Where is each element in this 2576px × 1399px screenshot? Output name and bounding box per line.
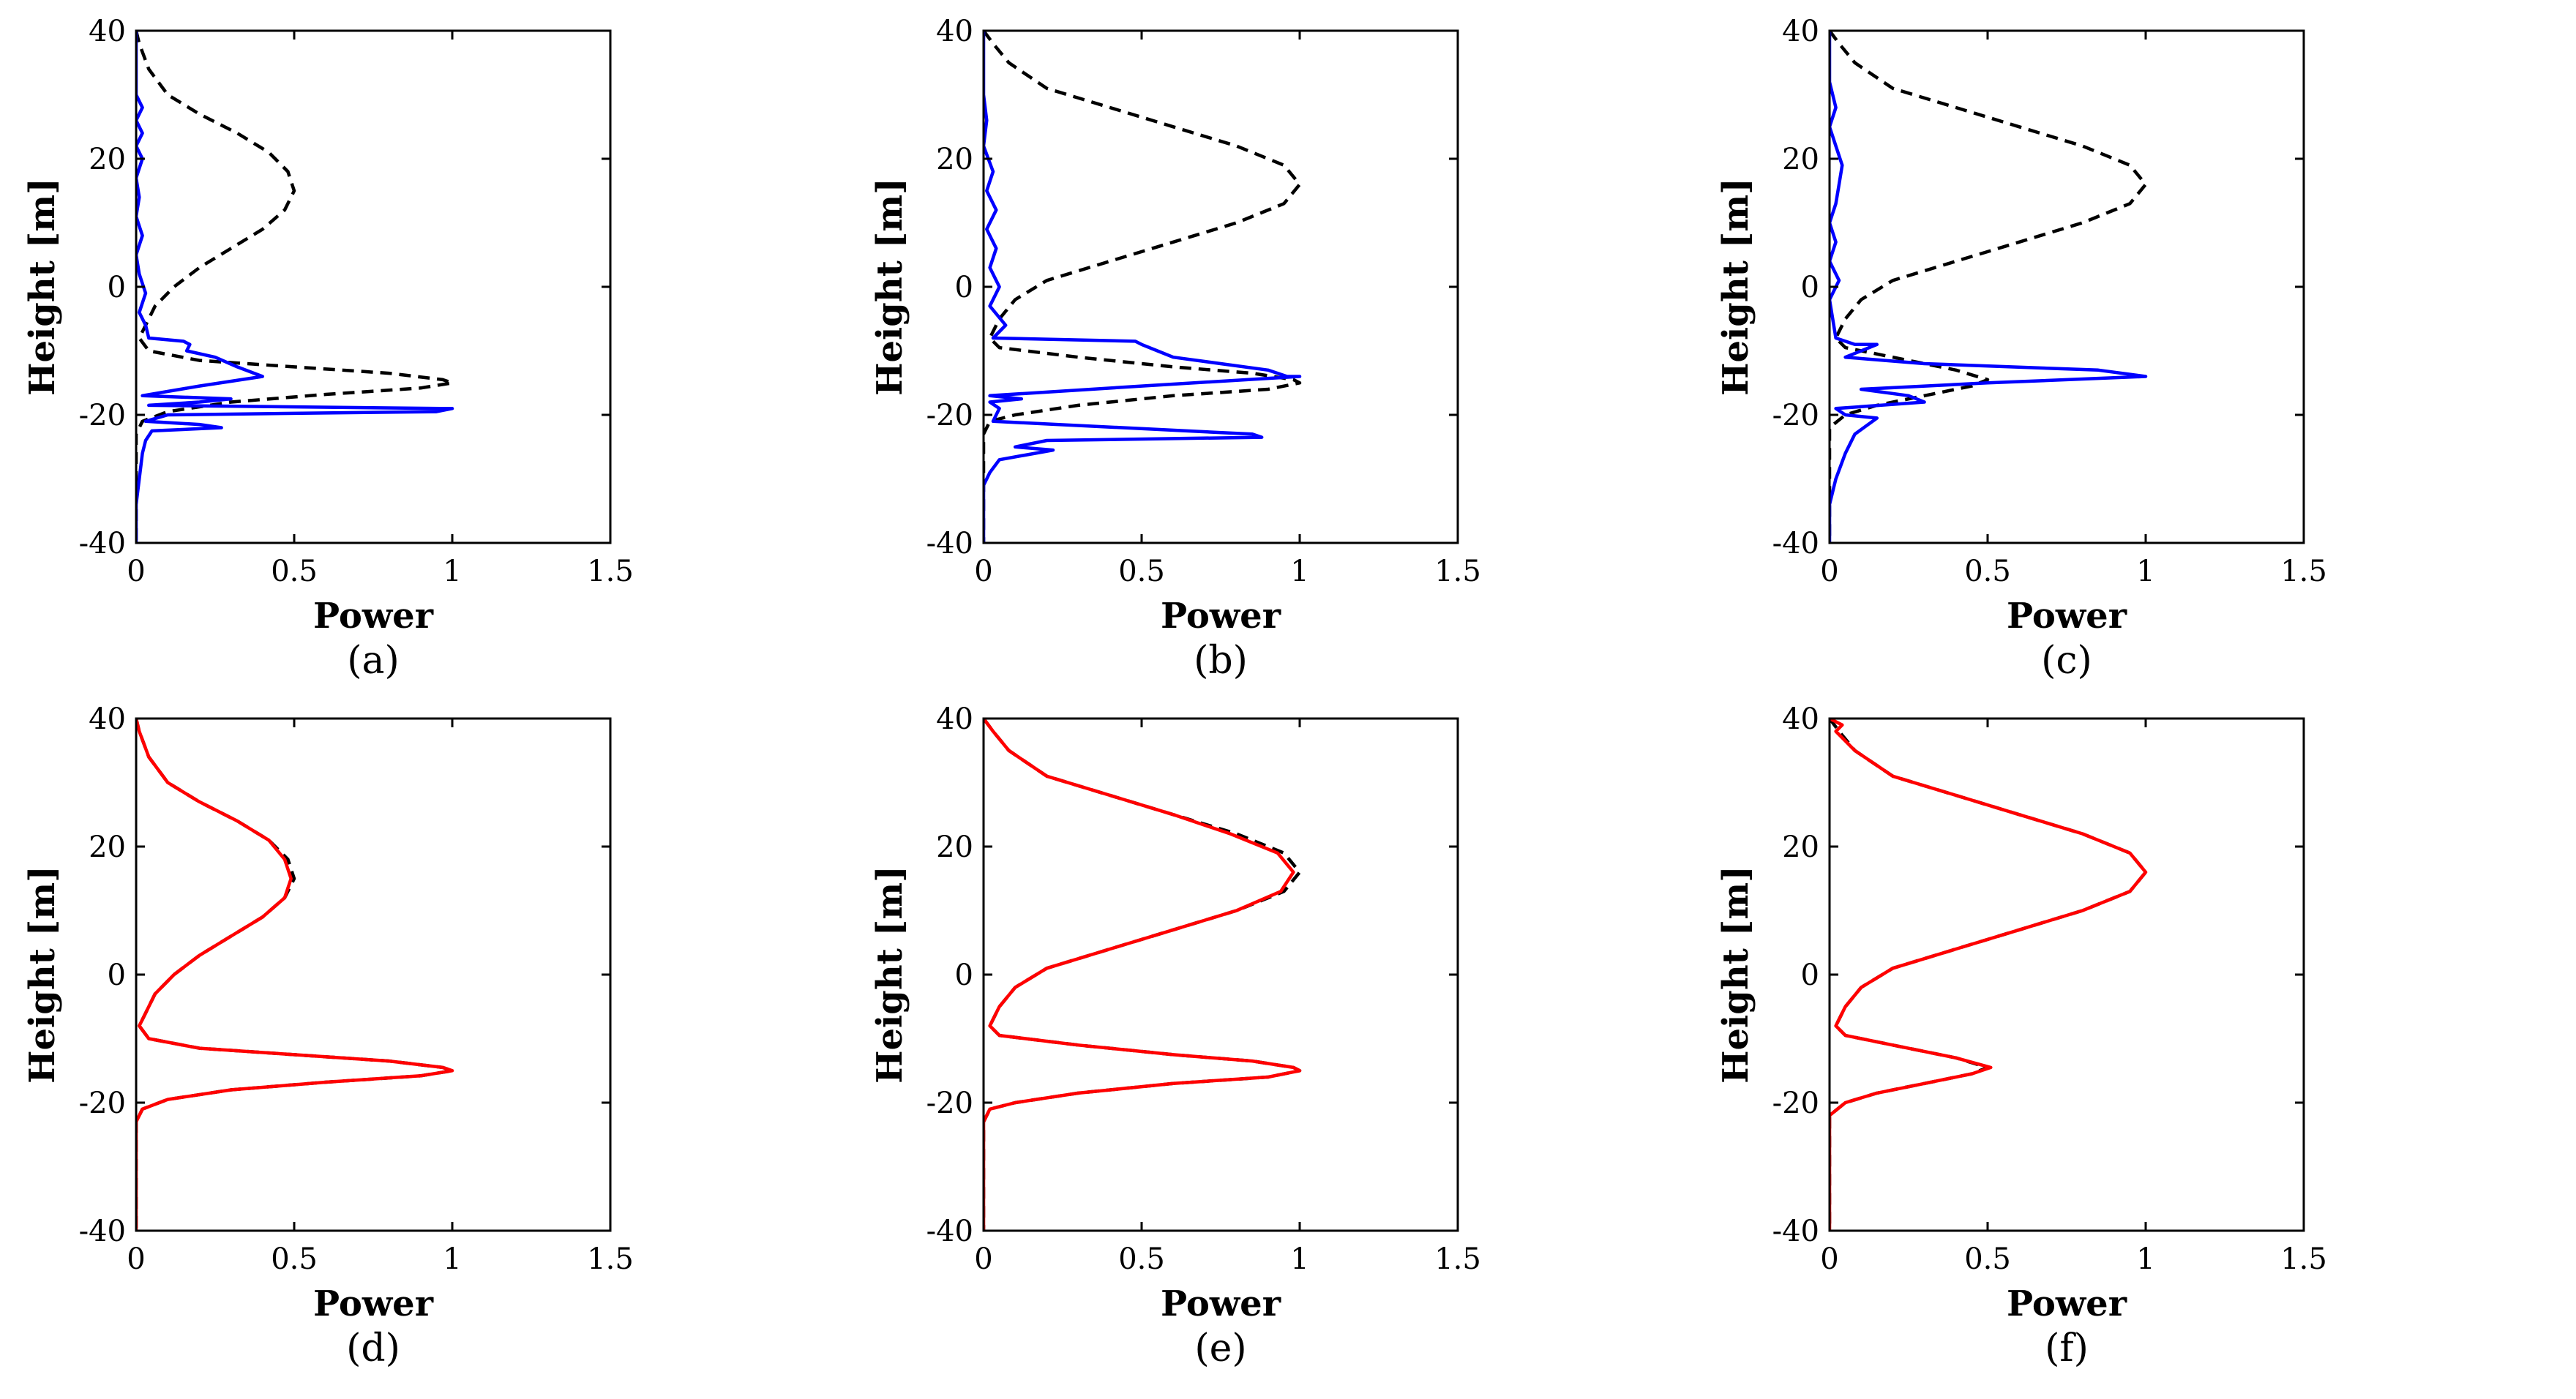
y-tick-label: 20 — [89, 830, 126, 864]
x-tick-label: 0.5 — [1118, 555, 1165, 588]
panel-b: 0 0.5 1 1.5 40 20 0 -20 -40 Power Height [m] (b) — [869, 15, 1481, 683]
x-tick-label: 0 — [127, 1242, 145, 1276]
y-tick-label: 0 — [955, 959, 973, 992]
panel-d: 0 0.5 1 1.5 40 20 0 -20 -40 Power Height [m] (d) — [22, 702, 634, 1370]
y-tick-label: 0 — [108, 959, 126, 992]
x-tick-label: 1 — [2136, 555, 2154, 588]
x-tick-label: 0.5 — [1964, 555, 2011, 588]
plot-frame — [135, 717, 612, 1232]
y-tick-label: 40 — [1782, 15, 1819, 48]
x-axis-label: Power — [2007, 596, 2127, 637]
y-tick-label: 0 — [1801, 271, 1819, 304]
x-tick-label: 1 — [443, 555, 461, 588]
y-tick-label: 40 — [89, 702, 126, 736]
y-tick-label: 0 — [108, 271, 126, 304]
series-line-reference — [984, 31, 1302, 543]
x-tick-label: 0 — [1820, 555, 1838, 588]
panel-caption: (e) — [1194, 1327, 1246, 1370]
series-line-reference — [136, 719, 454, 1231]
y-tick-label: 40 — [1782, 702, 1819, 736]
panel-caption: (c) — [2041, 639, 2092, 683]
y-tick-label: 0 — [1801, 959, 1819, 992]
x-tick-label: 1 — [2136, 1242, 2154, 1276]
y-tick-label: -20 — [926, 399, 973, 432]
panel-c: 0 0.5 1 1.5 40 20 0 -20 -40 Power Height [m] (c) — [1715, 15, 2327, 683]
series-line-reference — [984, 719, 1302, 1231]
y-tick-label: -40 — [1772, 1215, 1819, 1248]
x-tick-label: 0 — [974, 555, 992, 588]
panel-f: 0 0.5 1 1.5 40 20 0 -20 -40 Power Height [m] (f) — [1715, 702, 2327, 1370]
series-line-reference — [136, 31, 454, 543]
y-tick-label: 20 — [89, 143, 126, 176]
y-tick-label: 20 — [1782, 143, 1819, 176]
plot-frame — [1828, 717, 2305, 1232]
y-axis-label: Height [m] — [22, 866, 63, 1084]
y-tick-label: 40 — [936, 702, 973, 736]
y-tick-label: 40 — [936, 15, 973, 48]
y-tick-label: -20 — [79, 399, 126, 432]
panel-caption: (b) — [1194, 639, 1248, 683]
x-tick-label: 1.5 — [1434, 555, 1481, 588]
y-tick-label: -20 — [1772, 1087, 1819, 1120]
panel-e: 0 0.5 1 1.5 40 20 0 -20 -40 Power Height [m] (e) — [869, 702, 1481, 1370]
x-axis-label: Power — [313, 596, 434, 637]
y-tick-label: 40 — [89, 15, 126, 48]
x-axis-label: Power — [1161, 1283, 1281, 1324]
x-tick-label: 1 — [1290, 1242, 1308, 1276]
series-line-estimate — [984, 31, 1302, 543]
x-tick-label: 0 — [127, 555, 145, 588]
y-tick-label: -40 — [926, 527, 973, 560]
x-tick-label: 0 — [974, 1242, 992, 1276]
series-line-estimate — [1830, 719, 2148, 1231]
plot-frame — [982, 717, 1459, 1232]
y-tick-label: 20 — [936, 143, 973, 176]
x-axis-label: Power — [1161, 596, 1281, 637]
y-tick-label: -20 — [79, 1087, 126, 1120]
x-tick-label: 1 — [1290, 555, 1308, 588]
x-tick-label: 0.5 — [1964, 1242, 2011, 1276]
y-tick-label: -40 — [1772, 527, 1819, 560]
x-tick-label: 1.5 — [2280, 555, 2327, 588]
x-tick-label: 1.5 — [1434, 1242, 1481, 1276]
panel-a: 0 0.5 1 1.5 40 20 0 -20 -40 Power Height [m] (a) — [22, 15, 634, 683]
series-line-estimate — [1830, 31, 2148, 543]
x-axis-label: Power — [2007, 1283, 2127, 1324]
y-axis-label: Height [m] — [22, 178, 63, 396]
plot-frame — [135, 29, 612, 544]
x-tick-label: 1.5 — [587, 1242, 634, 1276]
series-line-estimate — [136, 31, 454, 543]
plot-frame — [1828, 29, 2305, 544]
plot-frame — [982, 29, 1459, 544]
x-tick-label: 0.5 — [271, 1242, 318, 1276]
y-tick-label: -20 — [1772, 399, 1819, 432]
y-tick-label: -20 — [926, 1087, 973, 1120]
x-tick-label: 1.5 — [587, 555, 634, 588]
panel-caption: (f) — [2045, 1327, 2089, 1370]
y-axis-label: Height [m] — [869, 178, 910, 396]
y-tick-label: 20 — [936, 830, 973, 864]
y-axis-label: Height [m] — [1715, 866, 1756, 1084]
x-tick-label: 0.5 — [271, 555, 318, 588]
x-tick-label: 0.5 — [1118, 1242, 1165, 1276]
y-tick-label: -40 — [926, 1215, 973, 1248]
x-axis-label: Power — [313, 1283, 434, 1324]
x-tick-label: 1 — [443, 1242, 461, 1276]
x-tick-label: 1.5 — [2280, 1242, 2327, 1276]
series-line-reference — [1830, 31, 2148, 543]
panel-caption: (a) — [347, 639, 400, 683]
y-tick-label: -40 — [79, 1215, 126, 1248]
y-axis-label: Height [m] — [1715, 178, 1756, 396]
series-line-estimate — [984, 719, 1302, 1231]
y-axis-label: Height [m] — [869, 866, 910, 1084]
x-tick-label: 0 — [1820, 1242, 1838, 1276]
series-line-reference — [1830, 719, 2148, 1231]
y-tick-label: 20 — [1782, 830, 1819, 864]
y-tick-label: -40 — [79, 527, 126, 560]
y-tick-label: 0 — [955, 271, 973, 304]
series-line-estimate — [136, 719, 454, 1231]
panel-caption: (d) — [346, 1327, 400, 1370]
